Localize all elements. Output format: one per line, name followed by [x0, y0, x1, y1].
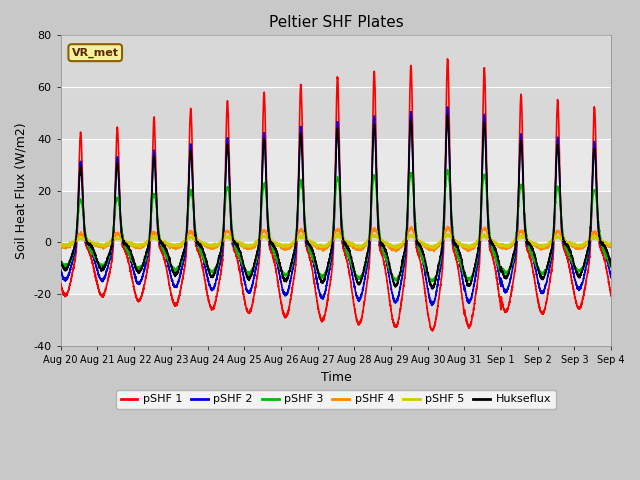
Title: Peltier SHF Plates: Peltier SHF Plates — [269, 15, 403, 30]
Bar — [61, 36, 611, 139]
Bar — [61, 294, 611, 346]
Bar — [61, 191, 611, 242]
Y-axis label: Soil Heat Flux (W/m2): Soil Heat Flux (W/m2) — [15, 122, 28, 259]
Bar — [61, 139, 611, 191]
Legend: pSHF 1, pSHF 2, pSHF 3, pSHF 4, pSHF 5, Hukseflux: pSHF 1, pSHF 2, pSHF 3, pSHF 4, pSHF 5, … — [116, 390, 556, 409]
X-axis label: Time: Time — [321, 371, 351, 384]
Bar — [61, 242, 611, 294]
Text: VR_met: VR_met — [72, 48, 118, 58]
